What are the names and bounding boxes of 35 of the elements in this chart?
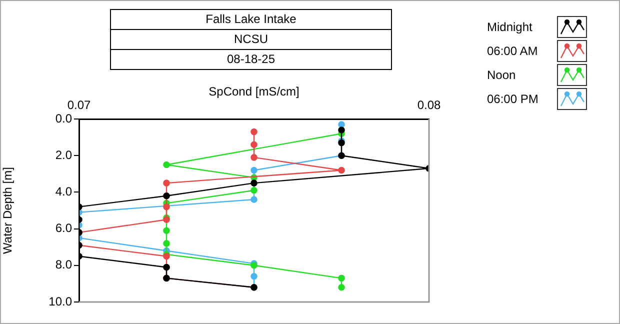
- point: [250, 196, 258, 203]
- y-tick-label: 8.0: [55, 258, 72, 272]
- point: [163, 180, 170, 186]
- y-tick-label: 2.0: [55, 148, 72, 162]
- x-axis-title: SpCond [mS/cm]: [208, 84, 300, 99]
- point: [250, 166, 258, 174]
- point: [163, 161, 170, 168]
- point: [250, 128, 258, 136]
- y-tick-label: 4.0: [55, 184, 72, 199]
- legend-label: Midnight: [487, 20, 532, 34]
- point: [250, 186, 258, 194]
- point: [250, 141, 258, 148]
- x-tick-label: 0.08: [417, 98, 441, 112]
- point: [163, 227, 170, 234]
- point: [338, 126, 345, 134]
- point: [250, 272, 258, 280]
- legend-label: 06:00 PM: [487, 92, 538, 106]
- point: [163, 240, 170, 247]
- point: [250, 180, 258, 186]
- chart-title: Falls Lake Intake: [204, 11, 298, 28]
- point: [338, 121, 345, 128]
- point: [250, 154, 258, 161]
- y-tick-label: 0.0: [55, 111, 72, 126]
- legend-label: 06:00 AM: [487, 44, 538, 58]
- y-tick-label: 10.0: [48, 294, 72, 308]
- y-tick-label: 6.0: [55, 221, 72, 236]
- point: [338, 166, 345, 174]
- text: Noon: [487, 68, 516, 82]
- point: [338, 284, 345, 291]
- chart-subtitle: NCSU: [111, 29, 391, 49]
- point: [163, 203, 170, 210]
- point: [338, 274, 345, 282]
- x-tick-label: 0.07: [67, 98, 91, 112]
- y-axis-title: Water Depth [m]: [0, 167, 15, 254]
- text: 08-18-25: [111, 49, 391, 69]
